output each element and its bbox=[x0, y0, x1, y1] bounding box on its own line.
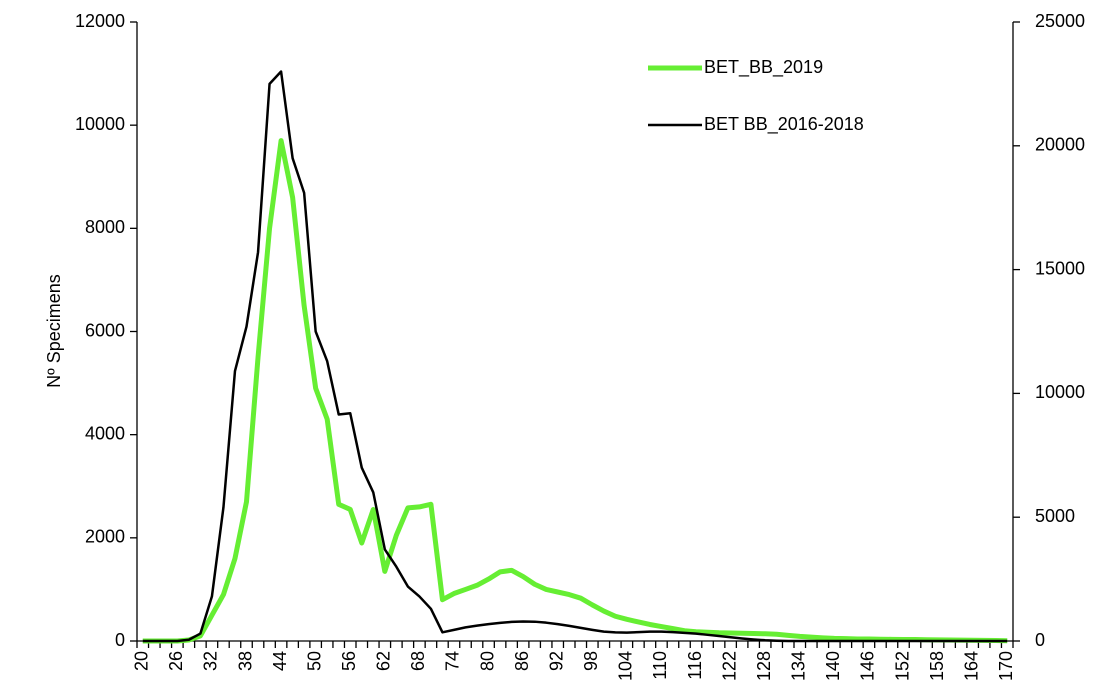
x-tick-label: 80 bbox=[477, 651, 497, 671]
x-tick-label: 128 bbox=[754, 651, 774, 681]
y-tick-label: 10000 bbox=[75, 114, 125, 134]
x-tick-label: 110 bbox=[650, 651, 670, 680]
x-tick-label: 86 bbox=[512, 651, 532, 671]
y-tick-label: 12000 bbox=[75, 11, 125, 31]
x-tick-label: 20 bbox=[132, 651, 152, 671]
y2-tick-label: 25000 bbox=[1035, 11, 1085, 31]
y2-tick-label: 20000 bbox=[1035, 135, 1085, 155]
y2-tick-label: 10000 bbox=[1035, 382, 1085, 402]
x-tick-label: 62 bbox=[374, 651, 394, 671]
x-tick-label: 116 bbox=[685, 651, 705, 680]
x-tick-label: 38 bbox=[235, 651, 255, 671]
x-tick-label: 164 bbox=[961, 651, 981, 681]
series-line bbox=[142, 70, 1008, 643]
x-tick-label: 26 bbox=[166, 651, 186, 671]
x-tick-label: 68 bbox=[408, 651, 428, 671]
series-line bbox=[142, 138, 1008, 644]
legend-label: BET BB_2016-2018 bbox=[704, 114, 864, 135]
x-tick-label: 50 bbox=[304, 651, 324, 671]
x-tick-label: 140 bbox=[823, 651, 843, 681]
y-tick-label: 6000 bbox=[85, 320, 125, 340]
y-tick-label: 0 bbox=[115, 630, 125, 650]
x-tick-label: 56 bbox=[339, 651, 359, 671]
y2-tick-label: 0 bbox=[1035, 630, 1045, 650]
x-tick-label: 44 bbox=[270, 651, 290, 671]
x-tick-label: 122 bbox=[719, 651, 739, 681]
x-tick-label: 152 bbox=[892, 651, 912, 681]
x-tick-label: 146 bbox=[858, 651, 878, 681]
x-tick-label: 32 bbox=[201, 651, 221, 671]
x-tick-label: 74 bbox=[443, 651, 463, 671]
x-tick-label: 104 bbox=[616, 651, 636, 681]
x-tick-label: 134 bbox=[789, 651, 809, 681]
x-tick-label: 92 bbox=[546, 651, 566, 671]
y2-tick-label: 15000 bbox=[1035, 258, 1085, 278]
y-tick-label: 4000 bbox=[85, 423, 125, 443]
y-axis-label: Nº Specimens bbox=[44, 274, 64, 388]
x-tick-label: 98 bbox=[581, 651, 601, 671]
y2-tick-label: 5000 bbox=[1035, 506, 1075, 526]
y-tick-label: 2000 bbox=[85, 527, 125, 547]
x-tick-label: 170 bbox=[996, 651, 1016, 681]
y-tick-label: 8000 bbox=[85, 217, 125, 237]
legend-label: BET_BB_2019 bbox=[704, 57, 823, 78]
x-tick-label: 158 bbox=[927, 651, 947, 681]
